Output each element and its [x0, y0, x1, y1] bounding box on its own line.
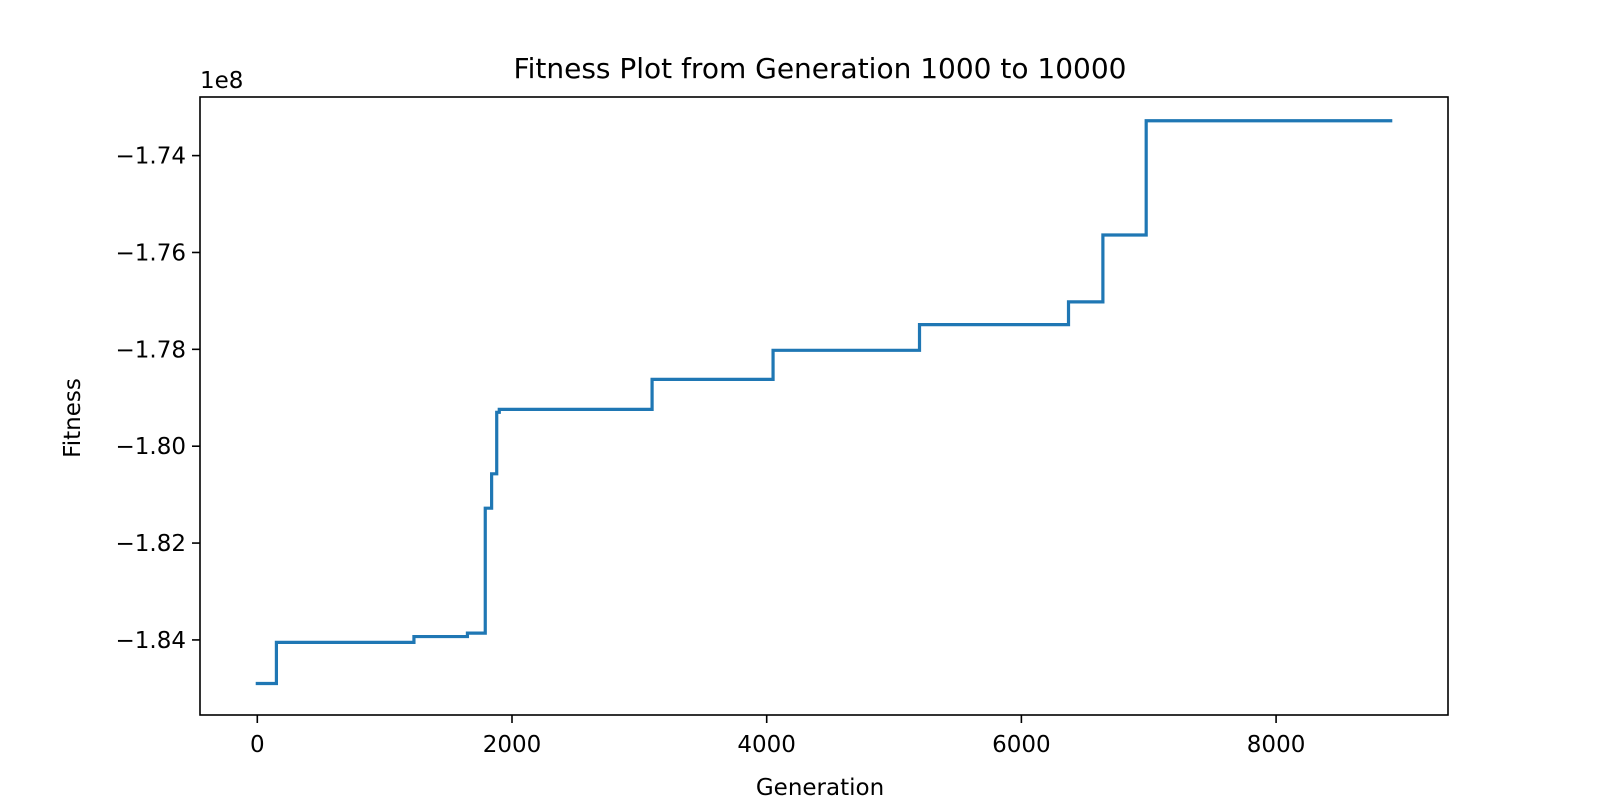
plot-frame	[199, 96, 1449, 716]
y-tick-label: −1.80	[116, 434, 186, 460]
plot-area	[199, 96, 1449, 716]
x-tick-label: 2000	[483, 732, 542, 758]
y-tick-label: −1.78	[116, 337, 186, 363]
y-tick-label: −1.76	[116, 240, 186, 266]
x-tick-label: 0	[250, 732, 265, 758]
y-axis-ticks: −1.84 −1.82 −1.80 −1.78 −1.76 −1.74	[116, 144, 200, 654]
x-tick-label: 6000	[992, 732, 1051, 758]
y-axis-offset-label: 1e8	[200, 68, 243, 94]
x-axis-label: Generation	[756, 775, 884, 800]
y-axis-label: Fitness	[60, 378, 86, 458]
x-tick-label: 8000	[1247, 732, 1306, 758]
y-tick-label: −1.74	[116, 144, 186, 170]
chart-title: Fitness Plot from Generation 1000 to 100…	[514, 52, 1127, 85]
x-tick-label: 4000	[737, 732, 796, 758]
series-line-0	[255, 119, 1393, 686]
x-axis-ticks: 0 2000 4000 6000 8000	[250, 715, 1305, 758]
y-tick-label: −1.82	[116, 531, 186, 557]
y-tick-label: −1.84	[116, 628, 186, 654]
